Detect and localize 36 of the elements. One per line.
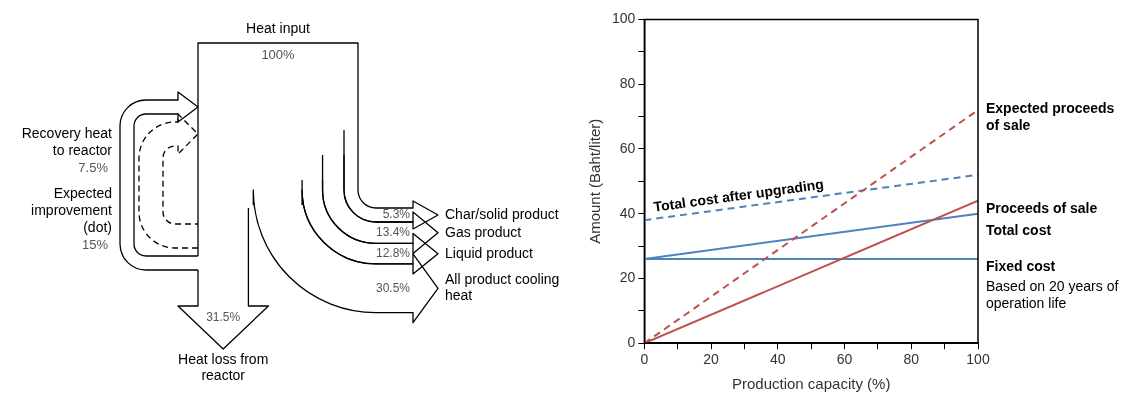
data-label: 100% [261, 47, 296, 62]
data-label: 7.5% [78, 160, 109, 175]
y-tick-label: 80 [619, 75, 636, 92]
data-label: 12.8% [375, 245, 411, 260]
category-label: Expected improvement (dot) [31, 185, 113, 235]
data-label: 5.3% [382, 207, 411, 222]
y-tick-label: 0 [627, 334, 636, 351]
series-label: Fixed cost [986, 257, 1056, 274]
y-tick-label: 60 [619, 139, 636, 156]
x-tick-label: 40 [770, 351, 786, 368]
y-axis-title: Amount (Baht/liter) [586, 118, 604, 244]
series-label: Expected proceeds of sale [986, 100, 1115, 134]
category-label: All product cooling heat [445, 271, 560, 304]
y-tick-label: 40 [619, 204, 636, 221]
data-label: 13.4% [375, 225, 411, 240]
x-tick-label: 60 [836, 351, 853, 368]
series-label: Total cost [986, 221, 1052, 238]
text: Total cost after upgrading [652, 175, 825, 215]
category-label: Liquid product [445, 244, 534, 261]
category-label: Heat input [246, 20, 311, 36]
text: Based on 20 years of operation life [986, 277, 1119, 311]
series-label: Proceeds of sale [986, 199, 1098, 216]
category-label: Heat loss from reactor [178, 351, 269, 383]
x-tick-label: 20 [703, 351, 720, 368]
x-tick-label: 80 [903, 351, 920, 368]
x-axis-title: Production capacity (%) [731, 375, 891, 393]
x-tick-label: 100 [966, 351, 990, 368]
y-tick-label: 20 [619, 269, 636, 286]
category-label: Char/solid product [445, 205, 559, 222]
category-label: Gas product [445, 223, 522, 240]
y-tick-label: 100 [612, 10, 636, 27]
data-label: 30.5% [375, 280, 411, 295]
category-label: Recovery heat to reactor [21, 125, 113, 158]
data-label: 15% [81, 237, 109, 252]
data-label: 31.5% [206, 310, 241, 324]
x-tick-label: 0 [640, 351, 649, 368]
